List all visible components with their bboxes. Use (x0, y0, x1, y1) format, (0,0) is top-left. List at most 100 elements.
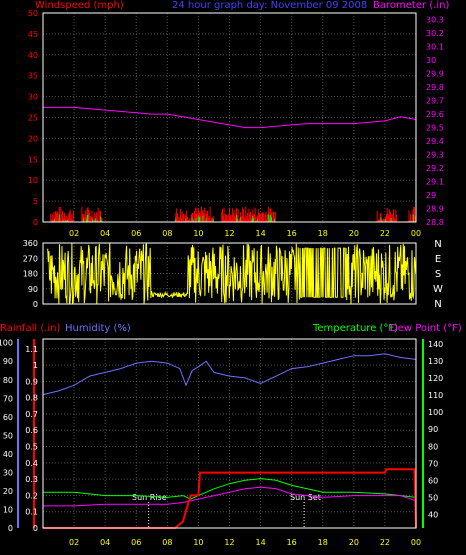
barometer-tick-label: 29.9 (426, 70, 444, 79)
barometer-tick-label: 29.5 (426, 124, 444, 133)
rainfall-line (43, 468, 417, 529)
sun-rise-label: Sun Rise (132, 493, 167, 502)
windspeed-tick-label: 35 (28, 72, 38, 81)
barometer-title: Barometer (.in) (373, 0, 449, 11)
time-tick-label-3: 00 (411, 538, 421, 547)
dew-point-label: Dew Point (°F) (390, 323, 462, 334)
direction-tick-label: 0 (33, 300, 38, 309)
barometer-tick-label: 29.8 (426, 83, 444, 92)
temperature-tick-label: 70 (428, 459, 438, 468)
barometer-tick-label: 29.6 (426, 110, 444, 119)
humidity-tick-label: 60 (3, 413, 13, 422)
windspeed-tick-label: 30 (28, 93, 38, 102)
temperature-tick-label: 100 (428, 408, 443, 417)
direction-tick-label: 360 (23, 239, 38, 248)
humidity-tick-label: 70 (3, 394, 13, 403)
rainfall-tick-label: 0.6 (25, 426, 38, 435)
windspeed-tick-label: 20 (28, 134, 38, 143)
plot-frame-2 (42, 242, 417, 305)
time-tick-label-3: 06 (131, 538, 141, 547)
windspeed-tick-label: 50 (28, 9, 38, 18)
time-tick-label-1: 20 (349, 229, 359, 238)
humidity-tick-label: 0 (8, 524, 13, 533)
windspeed-tick-label: 5 (33, 197, 38, 206)
rainfall-tick-label: 0.2 (25, 491, 38, 500)
barometer-tick-label: 29.3 (426, 151, 444, 160)
time-tick-label-1: 08 (162, 229, 172, 238)
humidity-tick-label: 40 (3, 450, 13, 459)
barometer-tick-label: 29 (426, 191, 436, 200)
windspeed-tick-label: 10 (28, 176, 38, 185)
humidity-label: Humidity (%) (65, 323, 131, 334)
time-tick-label-1: 10 (193, 229, 203, 238)
temperature-tick-label: 120 (428, 374, 443, 383)
barometer-tick-label: 30.2 (426, 29, 444, 38)
time-tick-label-1: 02 (69, 229, 79, 238)
rainfall-tick-label: 1.1 (25, 345, 38, 354)
time-tick-label-1: 00 (411, 229, 421, 238)
compass-label: N (434, 299, 441, 310)
windspeed-tick-label: 15 (28, 155, 38, 164)
barometer-line (43, 106, 417, 129)
windspeed-tick-label: 25 (28, 114, 38, 123)
compass-label: N (434, 239, 441, 250)
rainfall-tick-label: 0.8 (25, 394, 38, 403)
rainfall-tick-label: 0.4 (25, 459, 38, 468)
windspeed-title: Windspeed (mph) (35, 0, 124, 11)
temperature-label: Temperature (°F) (312, 323, 398, 334)
temperature-tick-label: 140 (428, 340, 443, 349)
temperature-tick-label: 80 (428, 442, 438, 451)
rainfall-tick-label: 0 (33, 524, 38, 533)
time-tick-label-3: 22 (380, 538, 390, 547)
time-tick-label-3: 14 (255, 538, 265, 547)
time-tick-label-1: 04 (100, 229, 110, 238)
temperature-tick-label: 110 (428, 391, 443, 400)
time-tick-label-1: 12 (224, 229, 234, 238)
barometer-tick-label: 30 (426, 56, 436, 65)
rainfall-tick-label: 0.7 (25, 410, 38, 419)
humidity-tick-label: 50 (3, 431, 13, 440)
graph-date-title: 24 hour graph day: November 09 2008 (172, 0, 367, 11)
wind-direction-line (47, 243, 417, 305)
plot-frame-1 (42, 12, 417, 223)
time-tick-label-1: 06 (131, 229, 141, 238)
humidity-tick-label: 10 (3, 505, 13, 514)
barometer-tick-label: 30.1 (426, 43, 444, 52)
barometer-tick-label: 29.1 (426, 178, 444, 187)
windspeed-tick-label: 45 (28, 30, 38, 39)
temperature-tick-label: 130 (428, 357, 443, 366)
temperature-line (43, 478, 417, 500)
direction-tick-label: 180 (23, 270, 38, 279)
compass-label: E (435, 254, 441, 265)
time-tick-label-1: 14 (255, 229, 265, 238)
barometer-tick-label: 28.8 (426, 218, 444, 227)
humidity-tick-label: 20 (3, 487, 13, 496)
time-tick-label-3: 20 (349, 538, 359, 547)
barometer-tick-label: 29.4 (426, 137, 444, 146)
rain-humidity-panel: Rainfall (.in) Humidity (%) Temperature … (0, 323, 462, 547)
dew-point-line (43, 486, 417, 507)
time-tick-label-3: 12 (224, 538, 234, 547)
time-tick-label-3: 04 (100, 538, 110, 547)
humidity-tick-label: 30 (3, 468, 13, 477)
time-tick-label-3: 16 (287, 538, 297, 547)
temperature-tick-label: 90 (428, 425, 438, 434)
plot-frame-3 (42, 338, 417, 529)
humidity-tick-label: 100 (0, 339, 13, 348)
time-tick-label-1: 22 (380, 229, 390, 238)
direction-tick-label: 90 (28, 285, 38, 294)
rainfall-tick-label: 0.9 (25, 377, 38, 386)
temperature-tick-label: 40 (428, 510, 438, 519)
compass-label: S (435, 269, 441, 280)
time-tick-label-3: 10 (193, 538, 203, 547)
time-tick-label-3: 18 (318, 538, 328, 547)
time-tick-label-3: 08 (162, 538, 172, 547)
sun-set-label: Sun Set (290, 493, 321, 502)
rainfall-tick-label: 0.5 (25, 443, 38, 452)
rainfall-tick-label: 0.3 (25, 475, 38, 484)
humidity-tick-label: 90 (3, 357, 13, 366)
temperature-tick-label: 60 (428, 476, 438, 485)
time-tick-label-1: 18 (318, 229, 328, 238)
